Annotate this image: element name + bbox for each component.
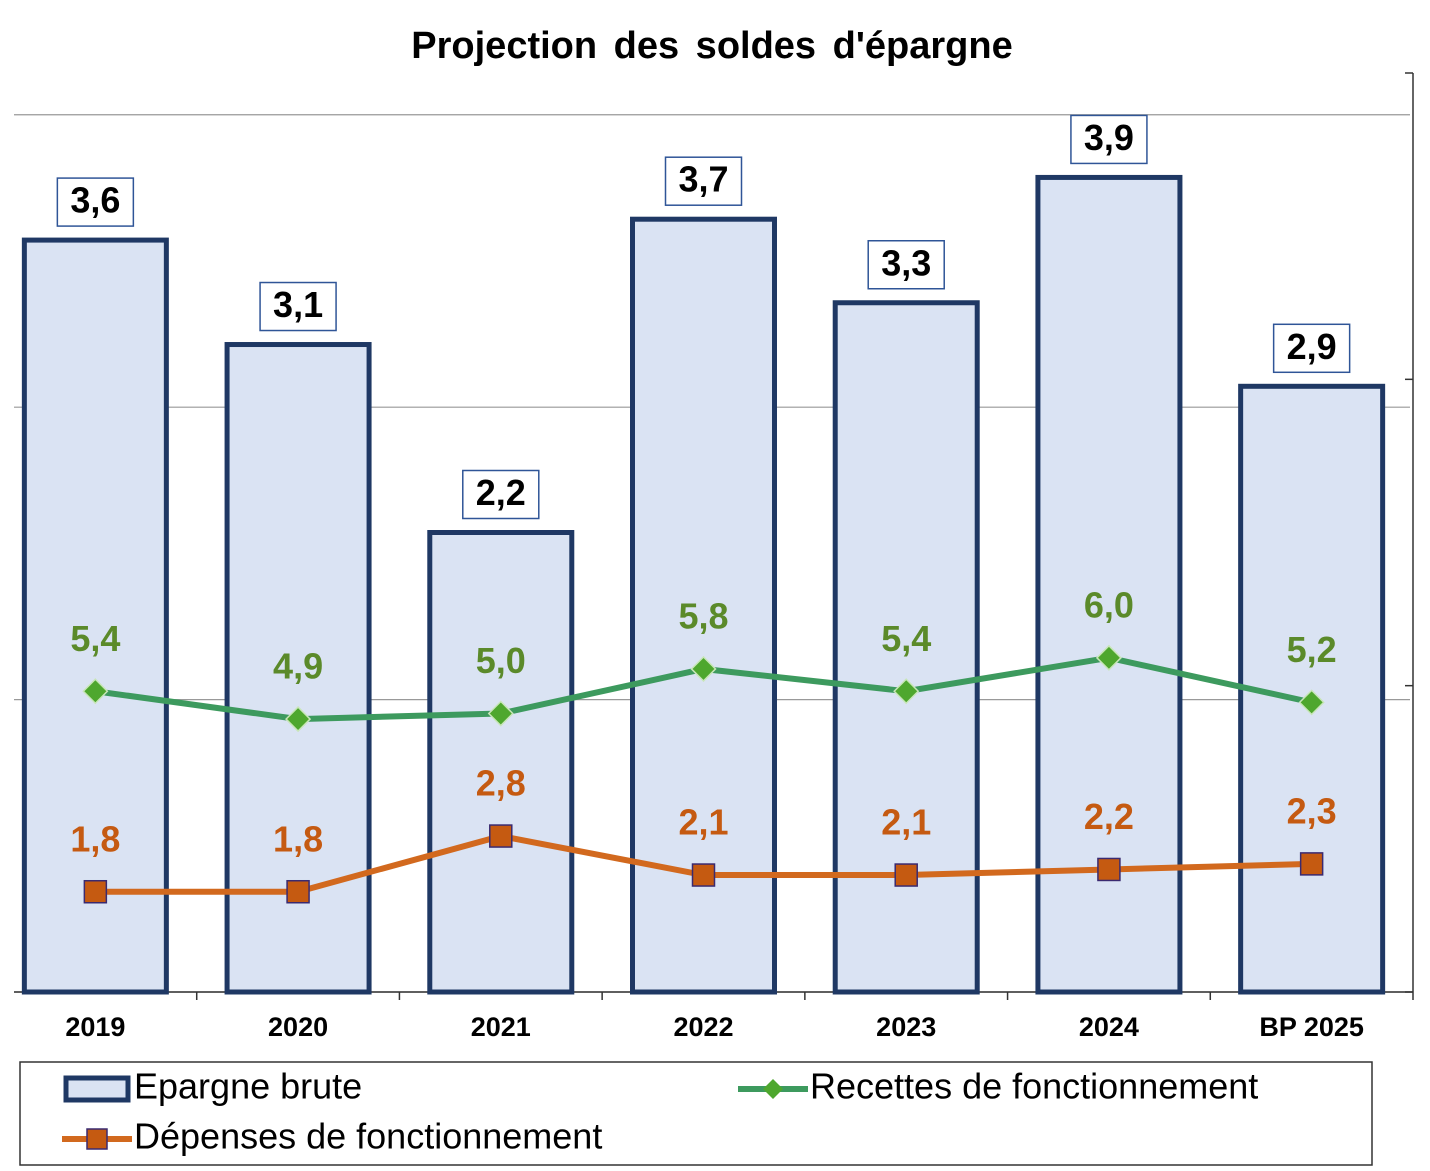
- data-label-box: [1272, 323, 1351, 374]
- legend-marker: [86, 1128, 108, 1150]
- bar: [1035, 174, 1183, 995]
- marker: [690, 655, 717, 683]
- data-label: 2,8: [476, 763, 526, 804]
- marker: [1095, 644, 1122, 671]
- legend-label: Recettes de fonctionnement: [810, 1066, 1258, 1107]
- marker: [285, 706, 312, 733]
- legend-marker: [763, 1079, 783, 1099]
- data-label-box: [462, 469, 540, 520]
- x-tick-label: 2019: [65, 1012, 125, 1042]
- marker: [691, 863, 716, 887]
- marker: [1097, 857, 1121, 882]
- legend: [19, 1061, 1373, 1166]
- data-label: 2,2: [1084, 796, 1134, 837]
- data-label: 2,9: [1287, 326, 1337, 367]
- data-label: 5,2: [1287, 629, 1337, 670]
- marker: [82, 678, 109, 705]
- data-label: 3,9: [1084, 117, 1134, 158]
- bar: [21, 237, 169, 995]
- data-label: 2,1: [678, 802, 728, 843]
- data-label-box: [867, 240, 945, 290]
- marker: [893, 678, 920, 705]
- data-label: 5,0: [476, 640, 526, 681]
- data-label: 5,8: [678, 595, 728, 636]
- x-tick-label: 2023: [876, 1012, 936, 1042]
- marker: [83, 879, 108, 904]
- data-label-box: [259, 281, 337, 332]
- data-label: 3,6: [70, 180, 120, 221]
- data-label: 6,0: [1084, 584, 1134, 625]
- chart-title: Projection des soldes d'épargne: [411, 25, 1012, 67]
- marker: [1298, 689, 1325, 716]
- data-label: 3,7: [678, 159, 728, 200]
- data-label: 4,9: [273, 646, 323, 687]
- marker: [894, 863, 918, 887]
- data-label: 5,4: [70, 618, 120, 659]
- data-label-box: [1070, 114, 1148, 165]
- x-tick-label: 2022: [673, 1012, 733, 1042]
- bar: [427, 530, 575, 995]
- data-label-box: [664, 156, 743, 206]
- data-label: 3,1: [273, 284, 323, 325]
- x-tick-label: 2021: [471, 1012, 531, 1042]
- data-label: 1,8: [273, 818, 323, 859]
- data-label-box: [56, 177, 135, 227]
- marker: [286, 879, 310, 904]
- marker: [1299, 852, 1324, 876]
- marker: [487, 700, 514, 727]
- data-label: 5,4: [881, 618, 931, 659]
- legend-label: Epargne brute: [134, 1066, 362, 1107]
- data-label: 2,1: [881, 802, 931, 843]
- legend-label: Dépenses de fonctionnement: [134, 1116, 602, 1157]
- marker: [489, 824, 513, 848]
- x-tick-label: 2020: [268, 1012, 328, 1042]
- data-label: 1,8: [70, 818, 120, 859]
- data-label: 3,3: [881, 242, 931, 283]
- x-tick-label: BP 2025: [1259, 1012, 1364, 1042]
- data-label: 2,2: [476, 472, 526, 513]
- legend-swatch: [63, 1075, 131, 1103]
- data-label: 2,3: [1287, 790, 1337, 831]
- x-tick-label: 2024: [1079, 1012, 1139, 1042]
